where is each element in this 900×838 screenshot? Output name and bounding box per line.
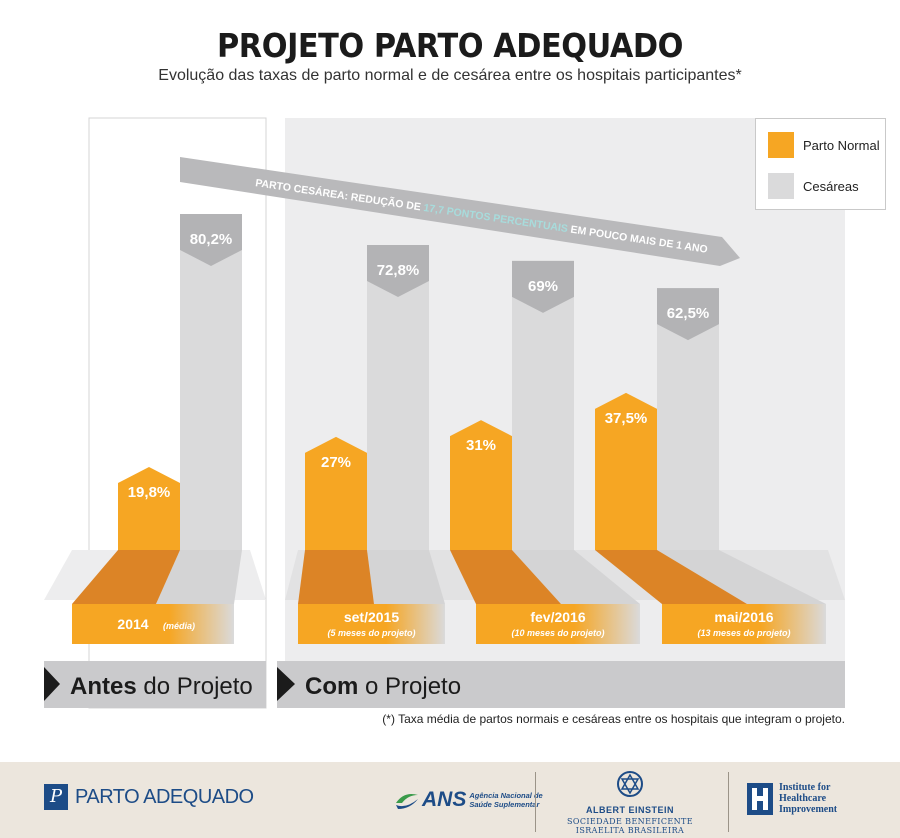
- cesarea-floor: [156, 550, 242, 604]
- category-note: (média): [163, 621, 195, 631]
- cesarea-bar: [657, 288, 719, 550]
- parto-adequado-wordmark: PARTO ADEQUADO: [75, 785, 254, 808]
- logo-ihi: Institute for Healthcare Improvement: [747, 782, 837, 815]
- footnote: (*) Taxa média de partos normais e cesár…: [382, 712, 845, 726]
- logo-ans: ANS Agência Nacional de Saúde Suplementa…: [394, 788, 543, 812]
- trend-arrow: [180, 157, 740, 266]
- logo-albert-einstein: ALBERT EINSTEIN SOCIEDADE BENEFICENTE IS…: [545, 770, 715, 835]
- category-note: (13 meses do projeto): [697, 628, 790, 638]
- normal-bar: [305, 436, 367, 550]
- band-after-arrow: [277, 667, 295, 701]
- band-before-arrow: [44, 667, 60, 701]
- footer: P PARTO ADEQUADO ANS Agência Nacional de…: [0, 762, 900, 838]
- cesarea-value-label: 62,5%: [667, 305, 710, 322]
- normal-bar: [595, 392, 657, 550]
- parto-adequado-icon: P: [44, 784, 68, 810]
- einstein-subtitle: SOCIEDADE BENEFICENTE ISRAELITA BRASILEI…: [567, 817, 693, 835]
- ans-subtitle-line1: Agência Nacional de: [469, 791, 543, 800]
- category-note: (10 meses do projeto): [511, 628, 604, 638]
- legend-swatch-normal: [768, 132, 794, 158]
- category-label: fev/2016: [530, 609, 585, 625]
- normal-value-label: 27%: [321, 454, 351, 471]
- cesarea-floor: [512, 550, 640, 604]
- cesarea-bar: [180, 213, 242, 550]
- band-after: [277, 661, 845, 708]
- normal-bar: [450, 420, 512, 550]
- cesarea-bar: [512, 260, 574, 550]
- panel-before-label: Antes do Projeto: [70, 673, 253, 700]
- chart-legend: Parto Normal Cesáreas: [755, 118, 886, 210]
- einstein-icon: [617, 771, 643, 797]
- normal-floor: [450, 550, 561, 604]
- category-label-box: [476, 604, 640, 644]
- ans-subtitle-line2: Saúde Suplementar: [469, 800, 540, 809]
- ihi-wordmark: Institute for Healthcare Improvement: [779, 782, 837, 815]
- category-label: mai/2016: [714, 609, 773, 625]
- normal-floor: [595, 550, 747, 604]
- cesarea-value-tag: [367, 244, 429, 297]
- footer-divider: [728, 772, 729, 832]
- cesarea-value-label: 69%: [528, 278, 558, 295]
- cesarea-value-label: 72,8%: [377, 262, 420, 279]
- normal-floor: [298, 550, 374, 604]
- ihi-line3: Improvement: [779, 804, 838, 815]
- category-label-box: [662, 604, 826, 644]
- cesarea-value-label: 80,2%: [190, 231, 233, 248]
- normal-floor: [72, 550, 180, 604]
- chart: PARTO CESÁREA: REDUÇÃO DE 17,7 PONTOS PE…: [44, 117, 845, 709]
- category-label: 2014: [117, 616, 148, 632]
- ihi-line1: Institute for: [779, 782, 831, 793]
- normal-value-label: 37,5%: [605, 410, 648, 427]
- cesarea-floor: [367, 550, 445, 604]
- band-before: [44, 661, 266, 708]
- category-label: set/2015: [344, 609, 399, 625]
- legend-label-normal: Parto Normal: [803, 137, 880, 153]
- category-note: (5 meses do projeto): [327, 628, 415, 638]
- legend-item-normal: Parto Normal: [768, 132, 880, 158]
- cesarea-value-tag: [180, 213, 242, 266]
- legend-label-cesarea: Cesáreas: [803, 178, 859, 194]
- legend-swatch-cesarea: [768, 173, 794, 199]
- page-title: PROJETO PARTO ADEQUADO: [217, 26, 683, 65]
- einstein-name: ALBERT EINSTEIN: [585, 805, 674, 815]
- normal-value-label: 19,8%: [128, 484, 171, 501]
- logo-parto-adequado: P PARTO ADEQUADO: [44, 784, 254, 810]
- cesarea-floor: [657, 550, 826, 604]
- ihi-icon: [747, 782, 773, 815]
- normal-value-label: 31%: [466, 437, 496, 454]
- ans-wordmark: ANS: [422, 788, 467, 811]
- ans-subtitle: Agência Nacional de Saúde Suplementar: [469, 791, 542, 809]
- category-label-box: [72, 604, 234, 644]
- footer-divider: [535, 772, 536, 832]
- cesarea-value-tag: [512, 260, 574, 313]
- cesarea-bar: [367, 244, 429, 550]
- cesarea-value-tag: [657, 288, 719, 341]
- ihi-line2: Healthcare: [779, 793, 827, 804]
- normal-bar: [118, 467, 180, 550]
- legend-item-cesarea: Cesáreas: [768, 173, 859, 199]
- category-label-box: [298, 604, 445, 644]
- page-subtitle: Evolução das taxas de parto normal e de …: [158, 67, 742, 84]
- panel-after-label: Com o Projeto: [305, 673, 461, 700]
- ans-icon: [396, 794, 418, 809]
